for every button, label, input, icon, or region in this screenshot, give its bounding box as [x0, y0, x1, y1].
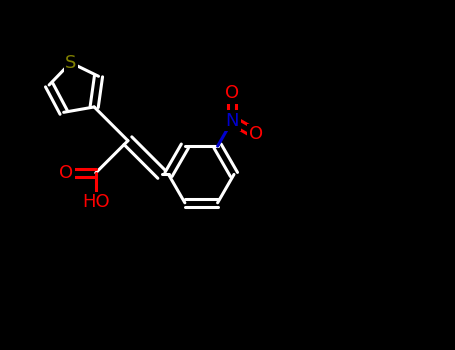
Text: O: O — [249, 125, 263, 143]
Text: S: S — [65, 54, 76, 72]
Text: O: O — [225, 84, 239, 102]
Text: O: O — [59, 164, 73, 182]
Text: N: N — [226, 112, 239, 130]
Text: HO: HO — [82, 194, 110, 211]
